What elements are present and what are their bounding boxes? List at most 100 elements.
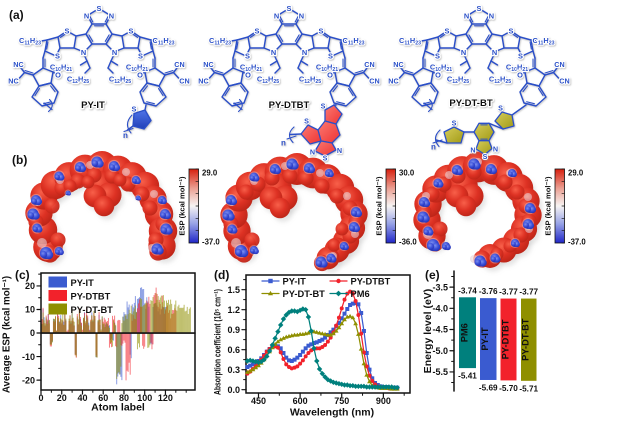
sidechain-label: C12​H25​: [109, 75, 131, 86]
atom-label-n: N: [81, 48, 86, 57]
sidechain-label: C10​H21​: [506, 63, 528, 74]
atom-label-n: N: [310, 148, 315, 157]
bar-series-py-it: [41, 287, 166, 385]
atom-label-o: O: [245, 71, 251, 80]
lumo-value-label: -3.74: [458, 286, 477, 295]
atom-label-n: N: [489, 12, 494, 21]
sidechain-label: C10​H21​: [430, 63, 452, 74]
y-tick-label: -4.5: [432, 325, 448, 335]
atom-label-s: S: [477, 4, 482, 13]
esp-surface-py-dt-bt: [413, 151, 545, 272]
atom-label-s: S: [245, 52, 250, 61]
cyano-label: NC: [393, 60, 403, 69]
legend-label: PY-IT: [283, 276, 307, 286]
atom-label-n: N: [274, 12, 279, 21]
molecule-name: PY-DT-BT: [449, 98, 492, 109]
sidechain-label: C12​H25​: [447, 75, 469, 86]
atom-label-o: O: [137, 71, 143, 80]
esp-colorbar-0: 29.0 -37.0 ESP (kcal mol⁻¹): [178, 169, 221, 247]
energy-bar-label: PM6: [460, 323, 470, 342]
atom-label-s: S: [445, 27, 450, 36]
panel-d-label: (d): [214, 268, 230, 282]
legend-label: PY-DTBT: [71, 291, 111, 301]
sidechain-label: C11​H23​: [152, 36, 174, 47]
atom-label-s: S: [498, 104, 503, 113]
x-tick-label: 450: [251, 396, 266, 406]
esp-colorbar-1: 30.0 -36.0 ESP (kcal mol⁻¹): [375, 169, 418, 247]
x-tick-label: 600: [293, 396, 308, 406]
panel-a-label: (a): [9, 8, 24, 22]
cyano-label: CN: [369, 76, 379, 85]
atom-label-s: S: [97, 4, 102, 13]
esp-bar-chart: -20 -10 0 10 20 0 20 40 60 80 100 120 Atom label Aver…: [2, 272, 196, 414]
energy-bar-label: PY-IT: [480, 327, 490, 351]
atom-label-n: N: [337, 146, 342, 155]
atom-label-s: S: [319, 27, 324, 36]
energy-bar-py-dt-bt: [521, 298, 537, 381]
sidechain-label: C12​H25​: [257, 75, 279, 86]
panel-a-structures: SNNSSSSNNOONCNCCNCNC11​H23​C11​H23​C10​H…: [7, 3, 571, 164]
y-tick-label: 0: [30, 328, 35, 338]
absorption-chart: 0.0 0.3 0.6 0.9 1.2 1.5 450 600 750 900Wavelength…: [213, 274, 411, 419]
atom-label-s: S: [304, 117, 309, 126]
x-tick-label: 40: [77, 393, 87, 403]
x-tick-label: 100: [137, 393, 152, 403]
panel-d-absorption-chart: 0.0 0.3 0.6 0.9 1.2 1.5 450 600 750 900Wavelength…: [213, 274, 411, 419]
atom-label-o: O: [517, 71, 523, 80]
panel-b-label: (b): [12, 153, 28, 167]
energy-bar-pm6: [459, 297, 476, 369]
y-axis-title: Average ESP (kcal mol⁻¹): [2, 276, 13, 393]
colorbar-max-label: 29.0: [568, 169, 584, 178]
colorbar-max-label: 30.0: [399, 169, 415, 178]
atom-label-o: O: [55, 71, 61, 80]
legend-label: PY-DT-BT: [71, 305, 114, 315]
molecule-structure-py-dtbt: SNNSSSSNNOONCNCCNCNC11​H23​C11​H23​C10​H…: [197, 3, 381, 164]
sidechain-label: C10​H21​: [126, 63, 148, 74]
x-tick-label: 750: [334, 396, 349, 406]
atom-label-o: O: [435, 71, 441, 80]
atom-label-s: S: [55, 52, 60, 61]
y-tick-label: -3.5: [432, 282, 448, 292]
atom-label-n: N: [461, 48, 466, 57]
x-tick-label: 900: [376, 396, 391, 406]
cyano-label: CN: [174, 60, 184, 69]
cyano-label: NC: [203, 60, 213, 69]
spectrum-pm6: [244, 306, 400, 391]
cyano-label: CN: [179, 76, 189, 85]
atom-label-s: S: [483, 152, 488, 161]
legend-label: PY-DT-BT: [283, 289, 326, 299]
molecule-structure-py-it: SNNSSSSNNOONCNCCNCNC11​H23​C11​H23​C10​H…: [7, 3, 191, 140]
atom-label-s: S: [328, 52, 333, 61]
colorbar-axis-label: ESP (kcal mol⁻¹): [544, 176, 553, 236]
atom-label-n: N: [470, 146, 475, 155]
y-tick-label: 10: [25, 305, 35, 315]
atom-label-s: S: [323, 154, 328, 163]
cyano-label: CN: [554, 60, 564, 69]
atom-label-n: N: [84, 12, 89, 21]
sidechain-label: C11​H23​: [399, 36, 421, 47]
atom-label-s: S: [321, 102, 326, 111]
molecule-structure-py-dt-bt: SNNSSSSNNOONCNCCNCNC11​H23​C11​H23​C10​H…: [387, 3, 571, 162]
atom-label-s: S: [287, 4, 292, 13]
y-tick-label: 20: [25, 281, 35, 291]
y-tick-label: 1.5: [227, 285, 240, 295]
lumo-value-label: -3.76: [479, 287, 498, 296]
sidechain-label: C12​H25​: [67, 75, 89, 86]
y-tick-label: -10: [22, 352, 35, 362]
x-tick-label: 120: [158, 393, 173, 403]
atom-label-s: S: [132, 105, 137, 114]
cyano-label: NC: [198, 76, 208, 85]
panel-b-esp-surfaces: 29.0 -37.0 ESP (kcal mol⁻¹) 30.0 -36.0 ESP (k…: [25, 151, 586, 273]
sidechain-label: C11​H23​: [19, 36, 41, 47]
x-tick-label: 20: [57, 393, 67, 403]
cyano-label: NC: [8, 76, 18, 85]
homo-value-label: -5.70: [499, 384, 518, 393]
energy-bar-label: PY-DT-BT: [521, 318, 531, 361]
atom-label-n: N: [109, 12, 114, 21]
sidechain-label: C11​H23​: [342, 36, 364, 47]
atom-label-n: N: [302, 48, 307, 57]
atom-label-s: S: [138, 52, 143, 61]
panel-e-label: (e): [425, 268, 440, 282]
